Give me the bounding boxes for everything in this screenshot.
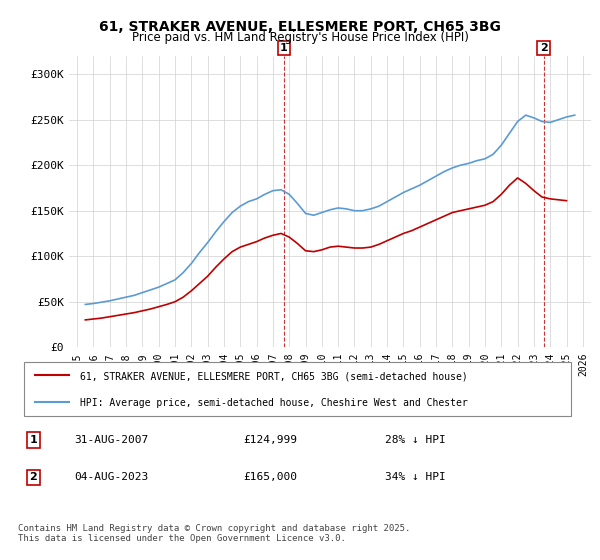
- FancyBboxPatch shape: [23, 362, 571, 416]
- Text: 1: 1: [29, 435, 37, 445]
- Text: HPI: Average price, semi-detached house, Cheshire West and Chester: HPI: Average price, semi-detached house,…: [80, 398, 468, 408]
- Text: 31-AUG-2007: 31-AUG-2007: [74, 435, 149, 445]
- Text: Price paid vs. HM Land Registry's House Price Index (HPI): Price paid vs. HM Land Registry's House …: [131, 31, 469, 44]
- Text: 1: 1: [280, 43, 288, 53]
- Text: 2: 2: [539, 43, 547, 53]
- Text: £165,000: £165,000: [244, 472, 298, 482]
- Text: 34% ↓ HPI: 34% ↓ HPI: [385, 472, 445, 482]
- Text: £124,999: £124,999: [244, 435, 298, 445]
- Text: 28% ↓ HPI: 28% ↓ HPI: [385, 435, 445, 445]
- Text: 61, STRAKER AVENUE, ELLESMERE PORT, CH65 3BG: 61, STRAKER AVENUE, ELLESMERE PORT, CH65…: [99, 20, 501, 34]
- Text: 04-AUG-2023: 04-AUG-2023: [74, 472, 149, 482]
- Text: Contains HM Land Registry data © Crown copyright and database right 2025.
This d: Contains HM Land Registry data © Crown c…: [18, 524, 410, 543]
- Text: 61, STRAKER AVENUE, ELLESMERE PORT, CH65 3BG (semi-detached house): 61, STRAKER AVENUE, ELLESMERE PORT, CH65…: [80, 371, 468, 381]
- Text: 2: 2: [29, 472, 37, 482]
